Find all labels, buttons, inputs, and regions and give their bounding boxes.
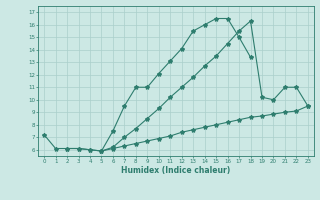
X-axis label: Humidex (Indice chaleur): Humidex (Indice chaleur) — [121, 166, 231, 175]
